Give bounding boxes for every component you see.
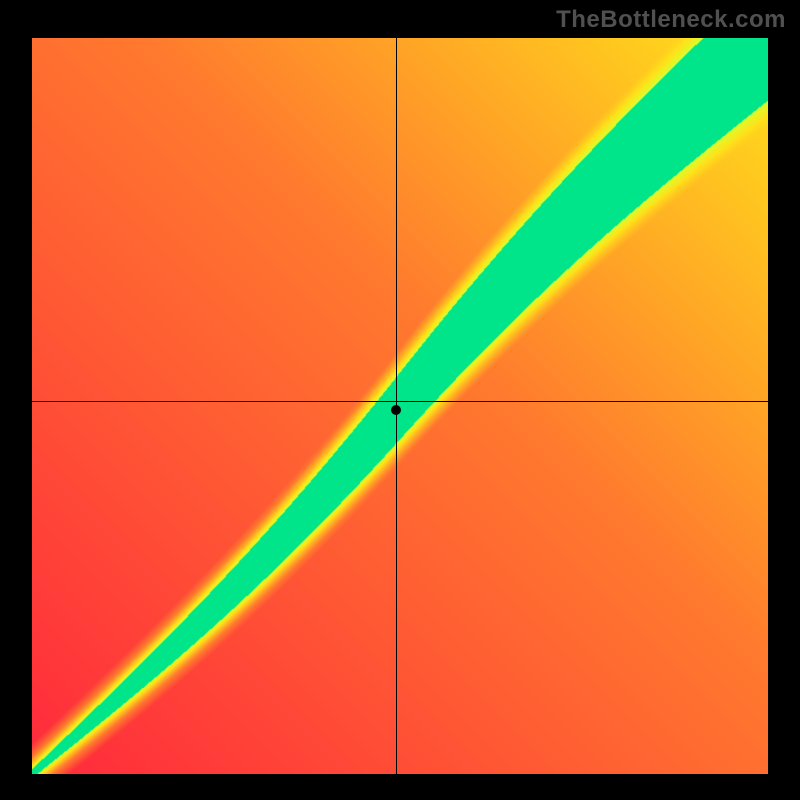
heatmap-plot xyxy=(32,38,768,774)
source-watermark: TheBottleneck.com xyxy=(556,6,786,34)
heatmap-canvas xyxy=(32,38,768,774)
crosshair-horizontal xyxy=(32,401,768,402)
crosshair-dot xyxy=(391,405,401,415)
